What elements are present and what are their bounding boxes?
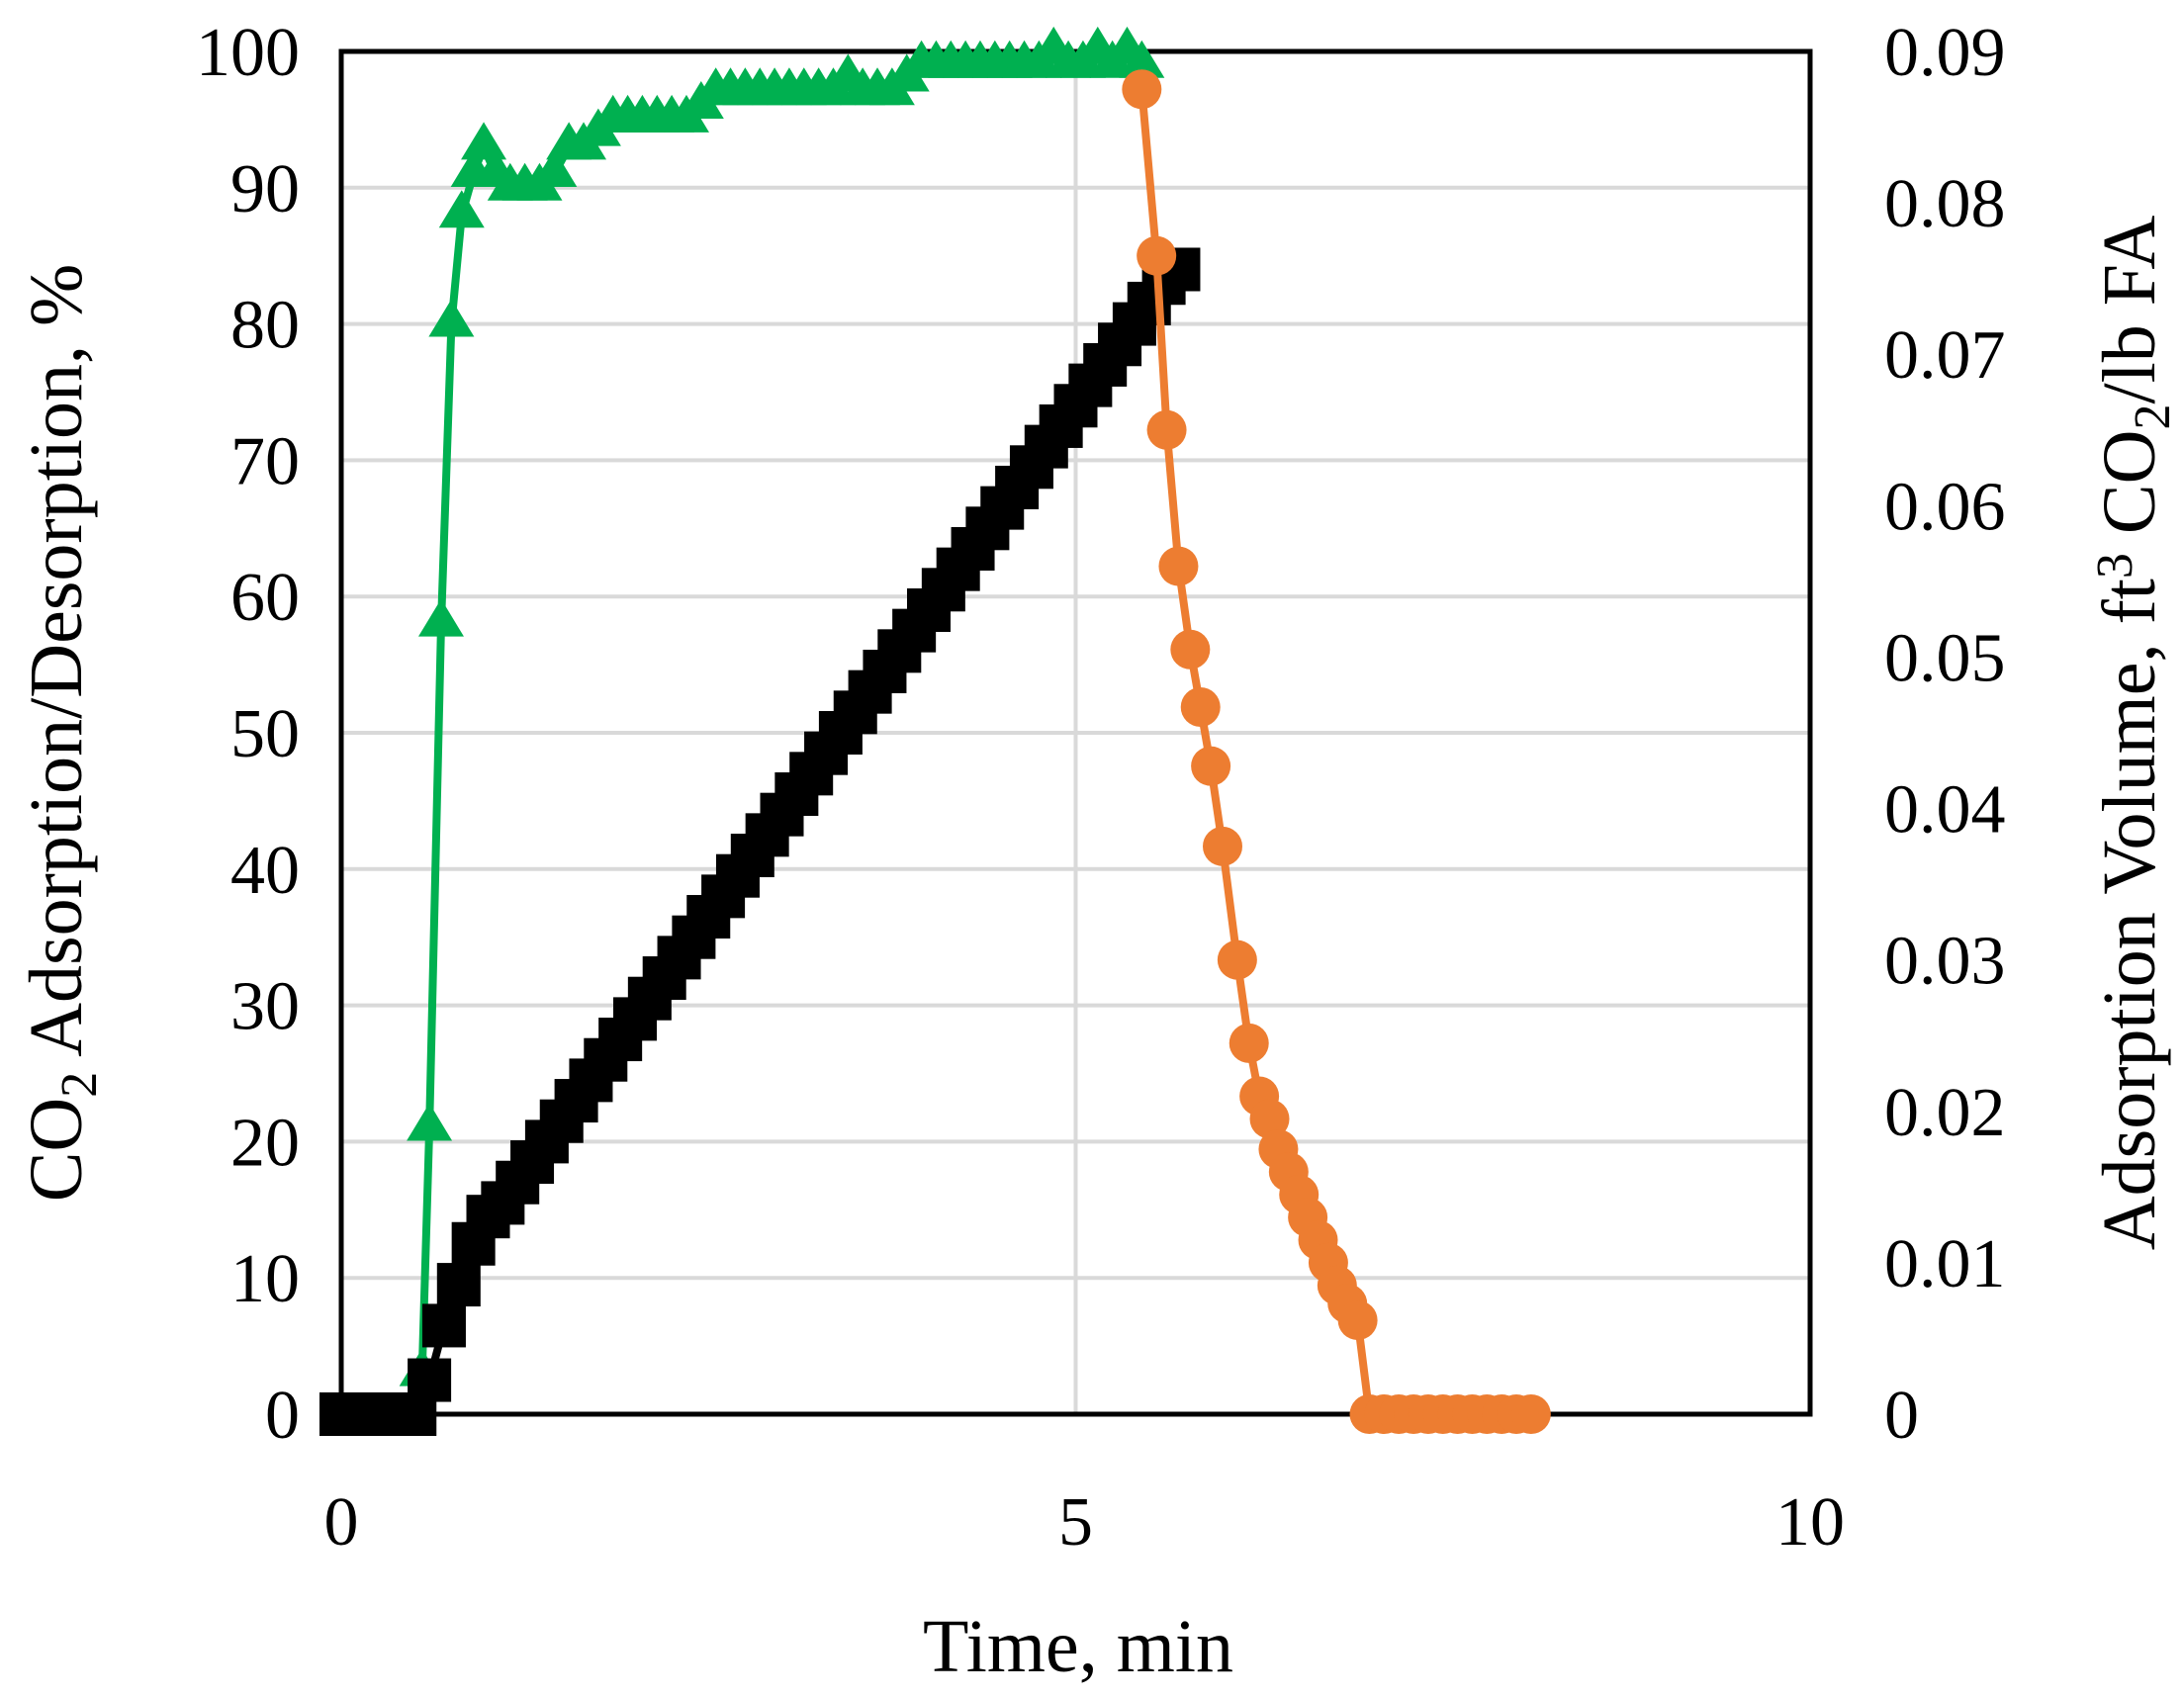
- x-tick-label: 0: [324, 1484, 359, 1561]
- y-tick-label: 50: [230, 696, 300, 772]
- x-axis-title: Time, min: [923, 1605, 1233, 1688]
- data-point-circle: [1137, 235, 1177, 276]
- y-tick-label: 10: [230, 1241, 300, 1317]
- y-tick-label: 100: [196, 15, 300, 91]
- y-tick-label: 70: [230, 423, 300, 499]
- data-point-circle: [1122, 69, 1162, 110]
- data-point-circle: [1228, 1023, 1269, 1063]
- y-tick-label: 90: [230, 151, 300, 227]
- series-2-circle: [1122, 69, 1551, 1434]
- data-point-triangle: [428, 299, 475, 337]
- y-axis-title-suffix: Adsorption/Desorption, %: [15, 264, 98, 1072]
- x-tick-label: 5: [1058, 1484, 1093, 1561]
- y2-tick-label: 0.02: [1884, 1075, 2006, 1151]
- data-point-circle: [1510, 1394, 1551, 1434]
- data-point-circle: [1170, 629, 1211, 670]
- data-point-triangle: [1119, 40, 1165, 78]
- y2-axis-title-mid: CO: [2088, 430, 2171, 554]
- y-tick-label: 0: [265, 1378, 300, 1454]
- y2-tick-label: 0.06: [1884, 469, 2006, 545]
- y2-axis-title-suffix: /lb FA: [2088, 216, 2171, 404]
- series-1-square: [319, 247, 1201, 1436]
- data-point-square: [408, 1358, 452, 1402]
- y2-tick-label: 0: [1884, 1378, 1919, 1454]
- data-point-circle: [1180, 686, 1221, 727]
- y2-axis-title-sub: 2: [2125, 404, 2181, 430]
- grid-layer: [341, 51, 1810, 1414]
- y2-tick-label: 0.05: [1884, 620, 2006, 696]
- y-tick-label: 60: [230, 560, 300, 636]
- data-point-triangle: [461, 122, 507, 160]
- y2-axis-title: Adsorption Volume, ft3 CO2/lb FA: [2087, 216, 2181, 1251]
- plot-frame: [338, 48, 1813, 1417]
- data-point-triangle: [417, 598, 464, 637]
- data-point-circle: [1203, 826, 1242, 866]
- y2-tick-label: 0.09: [1884, 15, 2006, 91]
- series-layer: [319, 26, 1551, 1436]
- y2-tick-label: 0.07: [1884, 317, 2006, 394]
- y2-axis-title-sup: 3: [2087, 553, 2143, 579]
- data-point-circle: [1146, 409, 1187, 450]
- y-tick-label: 20: [230, 1105, 300, 1181]
- data-point-square: [421, 1303, 466, 1348]
- y2-tick-label: 0.08: [1884, 166, 2006, 242]
- y2-tick-label: 0.03: [1884, 924, 2006, 1000]
- y2-tick-label: 0.01: [1884, 1226, 2006, 1302]
- y-axis-title-sub: 2: [51, 1072, 108, 1098]
- y-tick-label: 80: [230, 288, 300, 364]
- y-axis-title: CO2 Adsorption/Desorption, %: [15, 264, 108, 1203]
- data-point-circle: [1217, 939, 1257, 980]
- data-point-circle: [1158, 546, 1199, 586]
- y-tick-label: 40: [230, 833, 300, 909]
- y2-axis-title-prefix: Adsorption Volume, ft: [2088, 579, 2171, 1250]
- y2-tick-label: 0.04: [1884, 772, 2006, 849]
- x-tick-label: 10: [1775, 1484, 1845, 1561]
- data-point-triangle: [438, 190, 485, 228]
- data-point-circle: [1191, 746, 1231, 786]
- data-point-circle: [1337, 1300, 1378, 1341]
- y-axis-title-prefix: CO: [15, 1098, 98, 1203]
- tick-layer: 010203040506070809010000.010.020.030.040…: [196, 15, 2006, 1561]
- data-point-circle: [1249, 1099, 1290, 1139]
- data-point-square: [436, 1263, 481, 1307]
- data-point-triangle: [531, 148, 578, 187]
- data-point-triangle: [407, 1103, 453, 1141]
- y-tick-label: 30: [230, 969, 300, 1045]
